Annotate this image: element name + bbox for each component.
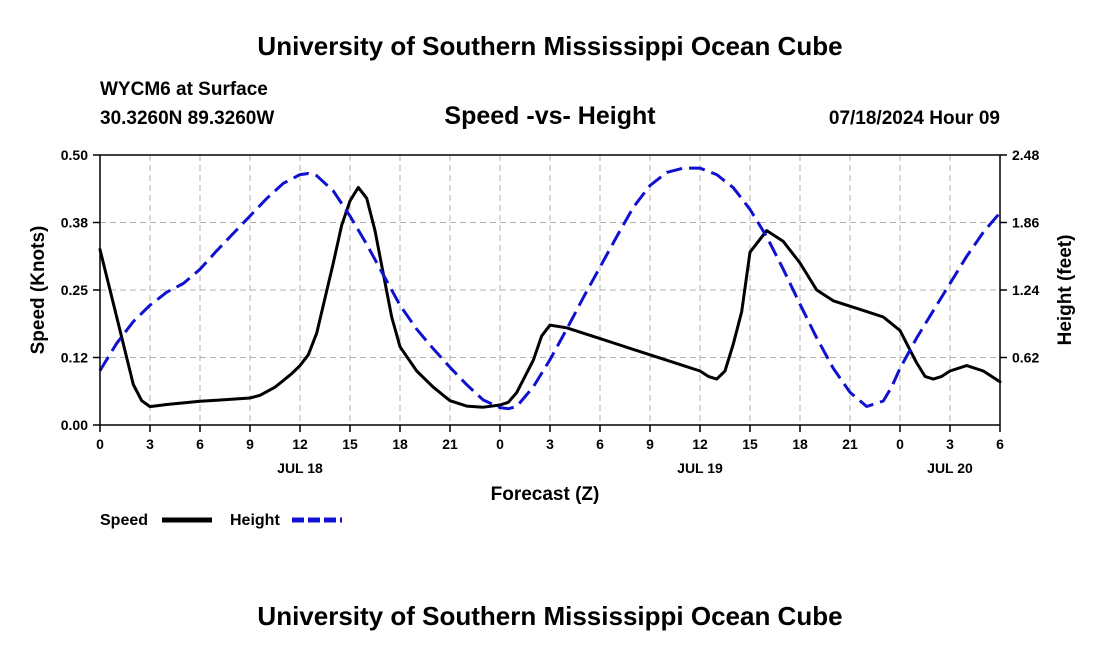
- x-day-label: JUL 19: [677, 460, 723, 476]
- x-tick-label: 9: [246, 436, 254, 452]
- station-label: WYCM6 at Surface: [100, 79, 268, 100]
- x-tick-label: 3: [546, 436, 554, 452]
- axis-ticks: 0 3 6 9 12 15 18 21 0 3 6 9 12 15 18 21 0 3 6 JUL 18 JUL 19 J…: [61, 147, 1040, 476]
- x-tick-label: 0: [496, 436, 504, 452]
- y2-tick-label: 0.62: [1012, 350, 1039, 366]
- x-axis-label: Forecast (Z): [491, 484, 600, 505]
- x-tick-label: 15: [342, 436, 358, 452]
- forecast-date: 07/18/2024 Hour 09: [829, 108, 1000, 129]
- page-title: University of Southern Mississippi Ocean…: [257, 31, 842, 61]
- station-coordinates: 30.3260N 89.3260W: [100, 108, 274, 129]
- x-day-label: JUL 20: [927, 460, 973, 476]
- x-tick-label: 12: [692, 436, 708, 452]
- x-day-label: JUL 18: [277, 460, 323, 476]
- x-tick-label: 12: [292, 436, 308, 452]
- footer-title: University of Southern Mississippi Ocean…: [257, 601, 842, 631]
- x-tick-label: 6: [196, 436, 204, 452]
- x-tick-label: 3: [946, 436, 954, 452]
- legend: Speed Height: [100, 512, 342, 529]
- x-tick-label: 18: [792, 436, 808, 452]
- y-tick-label: 0.25: [61, 282, 88, 298]
- x-tick-label: 9: [646, 436, 654, 452]
- y2-tick-label: 2.48: [1012, 147, 1039, 163]
- chart-title: Speed -vs- Height: [444, 102, 656, 130]
- y-tick-label: 0.12: [61, 350, 88, 366]
- series-group: [98, 166, 1002, 411]
- y2-tick-label: 1.24: [1012, 282, 1039, 298]
- x-tick-label: 6: [596, 436, 604, 452]
- legend-speed-label: Speed: [100, 512, 148, 529]
- x-tick-label: 21: [442, 436, 458, 452]
- grid-lines: [100, 154, 1000, 425]
- y2-axis-label: Height (feet): [1055, 235, 1076, 346]
- y-axis-label: Speed (Knots): [28, 226, 49, 355]
- x-tick-label: 6: [996, 436, 1004, 452]
- legend-height-label: Height: [230, 512, 280, 529]
- series-line-speed: [98, 185, 1002, 409]
- x-tick-label: 15: [742, 436, 758, 452]
- y2-tick-label: 1.86: [1012, 215, 1039, 231]
- series-line-height: [98, 166, 1002, 411]
- y-tick-label: 0.38: [61, 215, 88, 231]
- x-tick-label: 18: [392, 436, 408, 452]
- y-tick-label: 0.00: [61, 417, 88, 433]
- y-tick-label: 0.50: [61, 147, 88, 163]
- x-tick-label: 3: [146, 436, 154, 452]
- x-tick-label: 21: [842, 436, 858, 452]
- x-tick-label: 0: [896, 436, 904, 452]
- x-tick-label: 0: [96, 436, 104, 452]
